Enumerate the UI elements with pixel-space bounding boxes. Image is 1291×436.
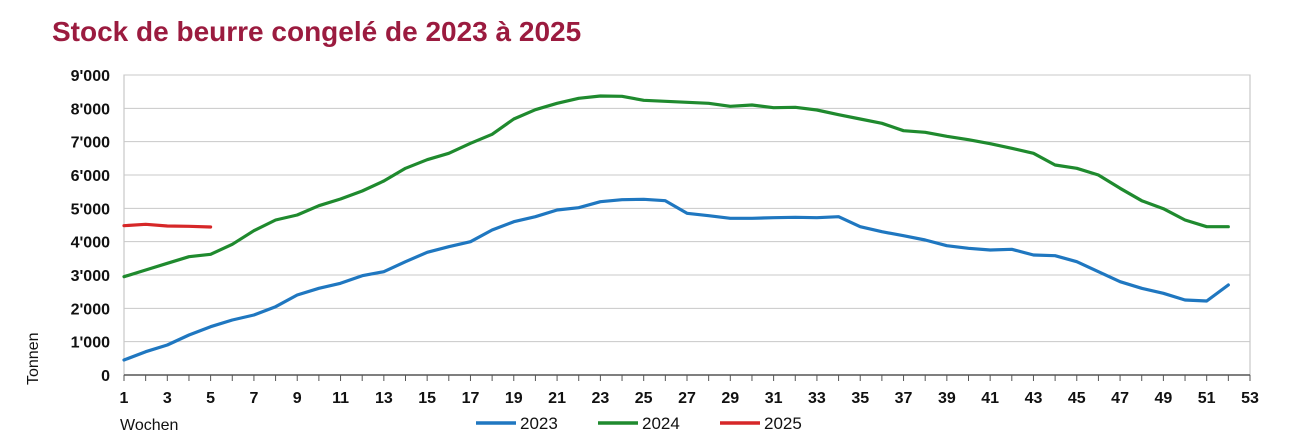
- y-tick-label: 0: [101, 368, 110, 385]
- x-tick-label: 29: [721, 390, 739, 407]
- y-tick-label: 2'000: [71, 301, 111, 318]
- series-line-2023: [122, 197, 1230, 362]
- x-tick-label: 47: [1111, 390, 1129, 407]
- x-tick-label: 39: [938, 390, 956, 407]
- x-tick-label: 41: [981, 390, 999, 407]
- plot-frame: [123, 74, 1251, 376]
- x-tick-label: 31: [765, 390, 783, 407]
- x-tick-label: 35: [851, 390, 869, 407]
- x-tick-label: 3: [163, 390, 172, 407]
- y-axis-label: Tonnen: [25, 333, 42, 386]
- y-tick-label: 8'000: [71, 101, 111, 118]
- x-tick-label: 9: [293, 390, 302, 407]
- x-tick-label: 51: [1198, 390, 1216, 407]
- y-tick-label: 5'000: [71, 201, 111, 218]
- legend-label-2025: 2025: [764, 414, 802, 433]
- series-line-2025: [122, 222, 213, 229]
- x-tick-label: 43: [1025, 390, 1043, 407]
- x-tick-label: 25: [635, 390, 653, 407]
- y-tick-label: 6'000: [71, 168, 111, 185]
- y-tick-label: 9'000: [71, 68, 111, 85]
- y-tick-label: 7'000: [71, 135, 111, 152]
- legend-label-2024: 2024: [642, 414, 680, 433]
- x-tick-label: 11: [332, 390, 349, 407]
- x-tick-label: 7: [249, 390, 258, 407]
- x-tick-label: 15: [418, 390, 436, 407]
- x-tick-label: 13: [375, 390, 393, 407]
- x-tick-label: 1: [120, 390, 129, 407]
- series-line-2024: [122, 94, 1230, 279]
- x-tick-label: 37: [895, 390, 913, 407]
- y-tick-label: 4'000: [71, 235, 111, 252]
- x-tick-label: 33: [808, 390, 826, 407]
- x-tick-label: 23: [591, 390, 609, 407]
- x-tick-label: 53: [1241, 390, 1259, 407]
- x-tick-label: 17: [462, 390, 480, 407]
- y-tick-label: 3'000: [71, 268, 111, 285]
- x-axis-label: Wochen: [120, 417, 178, 434]
- x-tick-label: 45: [1068, 390, 1086, 407]
- legend-label-2023: 2023: [520, 414, 558, 433]
- x-tick-label: 49: [1154, 390, 1172, 407]
- legend: 2023 2024 2025: [476, 414, 802, 433]
- x-tick-label: 5: [206, 390, 215, 407]
- x-tick-label: 21: [548, 390, 566, 407]
- chart-title: Stock de beurre congelé de 2023 à 2025: [52, 16, 582, 47]
- x-tick-label: 27: [678, 390, 696, 407]
- y-tick-label: 1'000: [71, 335, 111, 352]
- x-tick-label: 19: [505, 390, 523, 407]
